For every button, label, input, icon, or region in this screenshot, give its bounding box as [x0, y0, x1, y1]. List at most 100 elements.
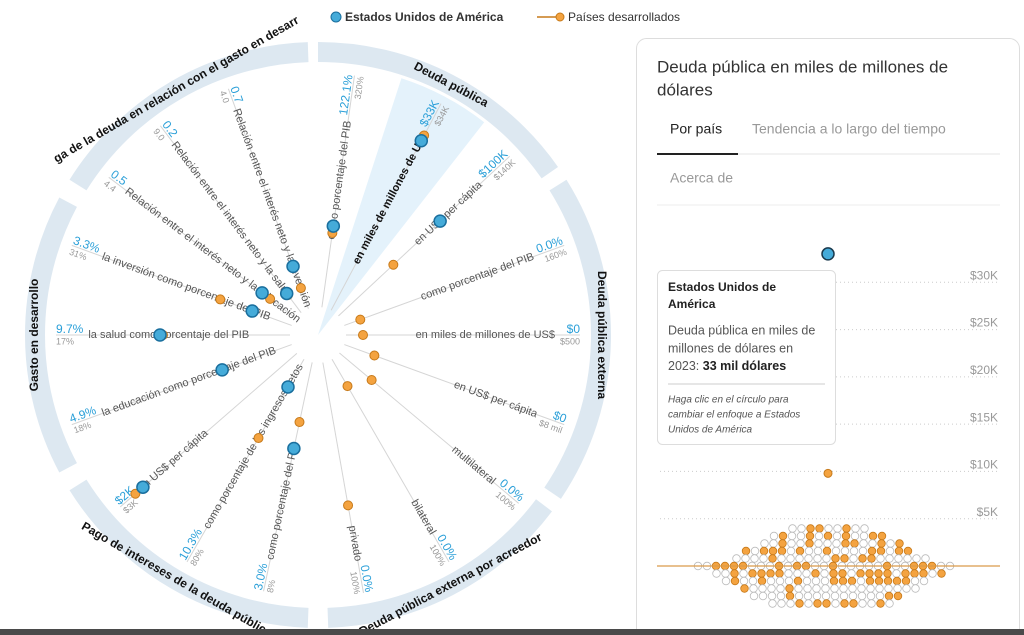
us-dot[interactable]	[326, 219, 341, 233]
country-dot	[912, 554, 921, 563]
country-dot	[811, 576, 821, 586]
spoke-label: en miles de millones de US$	[416, 329, 555, 341]
country-dot	[841, 539, 850, 548]
country-dot	[928, 569, 937, 578]
y-tick-label: $5K	[977, 505, 998, 519]
us-point[interactable]	[821, 247, 835, 261]
about-link[interactable]: Acerca de	[670, 170, 733, 186]
spoke-labels: 3.0%8% como porcentaje del PIB	[251, 441, 301, 594]
tab[interactable]: Por país	[670, 121, 722, 137]
developed-point[interactable]	[823, 468, 833, 478]
country-dot	[857, 584, 866, 593]
country-dot	[821, 584, 830, 593]
us-value: 3.0%	[251, 562, 270, 592]
spoke	[71, 344, 292, 426]
us-dot[interactable]	[433, 214, 447, 228]
country-dot	[910, 569, 919, 578]
us-dot[interactable]	[286, 259, 300, 274]
country-dot	[849, 599, 858, 608]
country-dot	[804, 546, 814, 556]
country-dot	[856, 576, 866, 586]
us-dot[interactable]	[287, 441, 301, 456]
us-value: $0	[567, 322, 581, 336]
country-dot	[797, 524, 806, 533]
country-dot	[813, 546, 823, 556]
group-ring	[327, 499, 552, 628]
y-tick-label: $15K	[970, 410, 998, 424]
country-dot	[769, 531, 779, 541]
country-dot	[832, 539, 841, 548]
y-tick-label: $30K	[970, 268, 998, 282]
tab[interactable]: Tendencia a lo largo del tiempo	[752, 121, 946, 137]
developed-dot	[130, 488, 141, 499]
legend-us[interactable]: Estados Unidos de América	[345, 10, 504, 24]
country-dot	[883, 576, 893, 586]
us-dot[interactable]	[281, 380, 295, 394]
us-dot[interactable]	[215, 363, 229, 377]
spoke-label: como porcentaje del PIB	[264, 441, 301, 561]
country-dot	[775, 569, 784, 578]
country-dot	[803, 591, 813, 601]
country-dot	[813, 599, 822, 608]
country-dot	[794, 591, 804, 601]
country-dot	[778, 531, 788, 541]
spoke	[331, 358, 450, 563]
country-dot	[777, 554, 786, 563]
highlight-sector	[318, 78, 485, 336]
us-dot[interactable]	[136, 480, 150, 494]
country-dot	[806, 524, 815, 533]
country-dot	[805, 539, 814, 548]
country-dot	[858, 546, 868, 556]
country-dot	[832, 531, 842, 541]
country-dot	[874, 576, 884, 586]
country-dot	[812, 591, 822, 601]
country-dot	[759, 546, 769, 556]
group-label[interactable]: Pago de intereses de la deuda pública	[79, 519, 275, 635]
country-dot	[786, 599, 795, 608]
spoke	[186, 358, 305, 563]
us-dot[interactable]	[255, 286, 269, 300]
country-dot	[824, 524, 833, 533]
country-dot	[875, 591, 885, 601]
country-dot	[739, 576, 749, 586]
legend-us-dot	[330, 11, 342, 23]
tooltip-hint: Unidos de América	[668, 425, 753, 436]
developed-dot	[343, 500, 354, 511]
spoke-label: bilateral	[408, 497, 438, 536]
country-dot	[757, 569, 766, 578]
country-dot	[815, 524, 824, 533]
country-dot	[778, 539, 787, 548]
country-dot	[901, 576, 911, 586]
country-dot	[741, 554, 750, 563]
country-dot	[793, 569, 802, 578]
country-dot	[732, 554, 741, 563]
country-dot	[777, 599, 786, 608]
legend-dev[interactable]: Países desarrollados	[568, 10, 680, 24]
group-label[interactable]: Deuda pública externa	[595, 271, 609, 399]
country-dot	[748, 569, 757, 578]
country-dot	[795, 546, 805, 556]
country-dot	[804, 554, 813, 563]
group-label[interactable]: Gasto en desarrollo	[27, 279, 41, 392]
spoke-label: la educación como porcentaje del PIB	[100, 345, 278, 419]
tooltip-amount: 33 mil dólares	[703, 359, 786, 373]
developed-dot	[369, 350, 380, 361]
country-dot	[749, 591, 759, 601]
country-dot	[840, 599, 849, 608]
country-dot	[831, 599, 840, 608]
us-dot[interactable]	[279, 286, 294, 301]
country-dot	[822, 599, 831, 608]
country-dot	[766, 576, 776, 586]
country-dot	[776, 584, 785, 593]
us-dot[interactable]	[245, 304, 259, 318]
group-ring	[25, 197, 77, 473]
developed-dot	[358, 330, 368, 340]
us-dot[interactable]	[414, 134, 429, 148]
country-dot	[802, 576, 812, 586]
country-dot	[804, 599, 813, 608]
country-dot	[775, 576, 785, 586]
country-dot	[884, 584, 893, 593]
us-dot[interactable]	[153, 328, 167, 342]
